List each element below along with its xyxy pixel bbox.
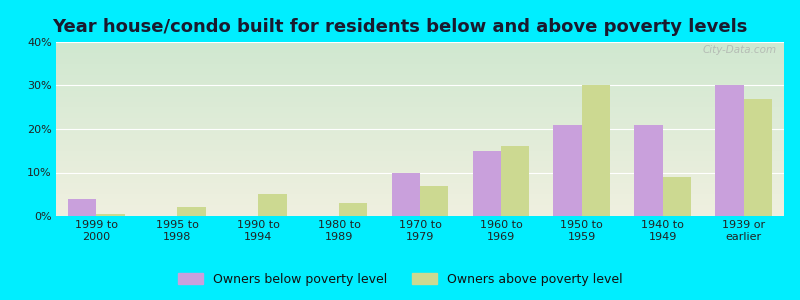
Text: City-Data.com: City-Data.com (702, 46, 777, 56)
Bar (258, 194, 286, 216)
Bar (501, 146, 530, 216)
Bar (743, 98, 772, 216)
Bar (634, 124, 662, 216)
Bar (339, 203, 367, 216)
Bar (582, 85, 610, 216)
Bar (473, 151, 501, 216)
Bar (68, 199, 97, 216)
Bar (178, 207, 206, 216)
Bar (715, 85, 743, 216)
Legend: Owners below poverty level, Owners above poverty level: Owners below poverty level, Owners above… (173, 268, 627, 291)
Bar (420, 185, 448, 216)
Bar (554, 124, 582, 216)
Bar (662, 177, 691, 216)
Bar (97, 214, 125, 216)
Text: Year house/condo built for residents below and above poverty levels: Year house/condo built for residents bel… (52, 18, 748, 36)
Bar (392, 172, 420, 216)
